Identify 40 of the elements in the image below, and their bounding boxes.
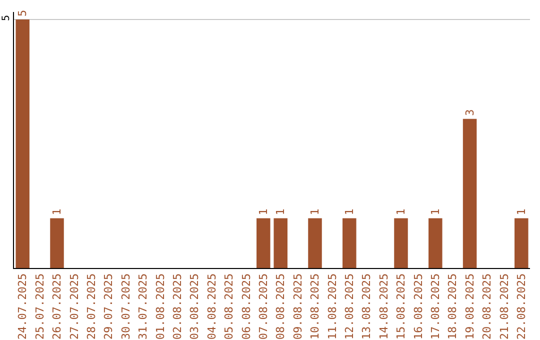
- x-tick-label: 29.07.2025: [102, 273, 116, 340]
- data-label: 3: [463, 109, 476, 116]
- data-label: 1: [394, 208, 408, 216]
- x-tick-label: 01.08.2025: [154, 273, 167, 340]
- data-label: 1: [274, 208, 288, 216]
- data-label: 5: [16, 10, 30, 16]
- x-tick-label: 10.08.2025: [308, 273, 322, 340]
- x-tick-label: 17.08.2025: [428, 273, 442, 340]
- x-tick-label: 05.08.2025: [222, 273, 236, 340]
- x-tick-label: 11.08.2025: [326, 273, 339, 340]
- x-tick-label: 06.08.2025: [240, 273, 253, 340]
- x-tick-label: 21.08.2025: [498, 273, 511, 340]
- x-tick-label: 03.08.2025: [188, 273, 202, 340]
- x-tick-label: 25.07.2025: [33, 273, 46, 340]
- data-label: 1: [256, 208, 270, 216]
- data-label: 1: [428, 208, 442, 216]
- x-tick-label: 14.08.2025: [377, 273, 390, 340]
- x-tick-label: 26.07.2025: [50, 273, 64, 340]
- x-tick-label: 31.07.2025: [136, 273, 150, 340]
- x-tick-label: 24.07.2025: [16, 273, 30, 340]
- x-tick-label: 13.08.2025: [360, 273, 374, 340]
- x-tick-label: 27.07.2025: [68, 273, 81, 340]
- x-tick-label: 07.08.2025: [256, 273, 270, 340]
- x-tick-label: 02.08.2025: [170, 273, 184, 340]
- data-label: 1: [514, 208, 528, 216]
- x-tick-label: 09.08.2025: [291, 273, 304, 340]
- x-tick-label: 22.08.2025: [514, 273, 528, 340]
- x-tick-label: 20.08.2025: [480, 273, 494, 340]
- data-label: 1: [342, 208, 356, 216]
- data-label: 1: [308, 208, 322, 216]
- x-tick-label: 08.08.2025: [274, 273, 288, 340]
- x-tick-label: 12.08.2025: [342, 273, 356, 340]
- x-tick-label: 04.08.2025: [205, 273, 218, 340]
- x-tick-label: 28.07.2025: [84, 273, 98, 340]
- x-tick-label: 16.08.2025: [412, 273, 425, 340]
- x-tick-label: 15.08.2025: [394, 273, 408, 340]
- x-tick-label: 30.07.2025: [119, 273, 132, 340]
- x-tick-label: 19.08.2025: [463, 273, 476, 340]
- x-tick-label: 18.08.2025: [446, 273, 460, 340]
- data-label: 1: [50, 208, 64, 216]
